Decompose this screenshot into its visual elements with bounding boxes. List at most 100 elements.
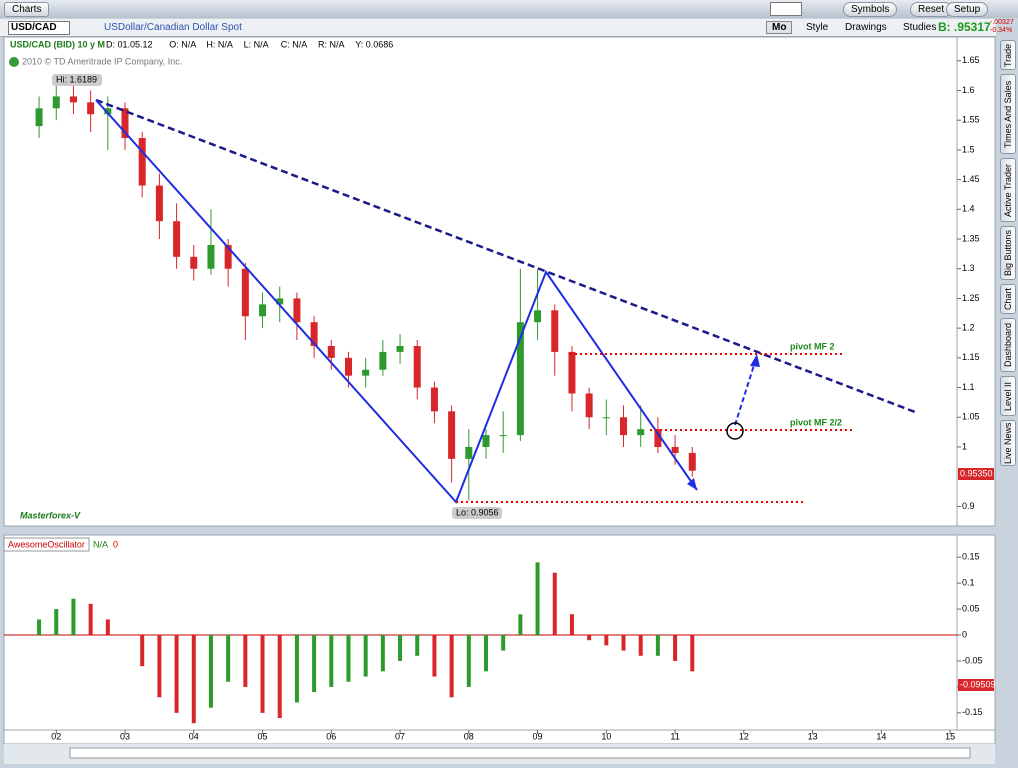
side-tab[interactable]: Active Trader — [1000, 158, 1016, 222]
oscillator-bar — [105, 619, 110, 636]
oscillator-bar — [191, 635, 196, 724]
candle-body — [551, 310, 559, 352]
period-button[interactable]: Mo — [766, 21, 793, 34]
osc-param: 0 — [113, 539, 118, 549]
header-field: O: N/A — [169, 39, 196, 49]
osc-tag-text: -0.09509 — [960, 679, 996, 689]
side-tab[interactable]: Level II — [1000, 376, 1016, 416]
osc-name: AwesomeOscillator — [8, 539, 85, 549]
oscillator-bar — [518, 614, 523, 636]
oscillator-bar — [174, 635, 179, 713]
x-tick-label: 09 — [533, 731, 543, 741]
drawings-menu[interactable]: Drawings — [845, 22, 887, 33]
charts-tab[interactable]: Charts — [4, 2, 50, 17]
header-field: L: N/A — [244, 39, 269, 49]
oscillator-bar — [37, 619, 42, 636]
x-tick-label: 11 — [670, 731, 679, 741]
candle-body — [448, 411, 456, 459]
search-box[interactable] — [770, 2, 802, 16]
symbol-input[interactable]: USD/CAD — [8, 21, 70, 35]
header-field: H: N/A — [206, 39, 233, 49]
oscillator-bar — [88, 603, 93, 636]
style-menu[interactable]: Style — [806, 22, 829, 33]
candle-body — [499, 435, 507, 437]
osc-tag — [958, 679, 994, 691]
side-tab[interactable]: Live News — [1000, 420, 1016, 466]
candle-body — [138, 138, 146, 186]
x-tick-label: 03 — [120, 731, 130, 741]
header-field: R: N/A — [318, 39, 345, 49]
change-pct: -0.34% — [990, 27, 1013, 34]
y-tick-label: 1.6 — [962, 85, 975, 95]
oscillator-bar — [690, 635, 695, 672]
y-tick-label: 1.3 — [962, 263, 975, 273]
symbols-button[interactable]: Symbols — [843, 2, 898, 17]
change: -.00327 — [990, 19, 1014, 26]
oscillator-bar — [363, 635, 368, 677]
candle-body — [688, 452, 696, 471]
studies-menu[interactable]: Studies — [903, 22, 937, 33]
header-field: C: N/A — [281, 39, 308, 49]
bid-price: B: .95317 — [938, 20, 991, 34]
candle-body — [52, 96, 60, 109]
side-tab[interactable]: Times And Sales — [1000, 74, 1016, 154]
copyright: 2010 © TD Ameritrade IP Company, Inc. — [22, 56, 182, 66]
y-tick-label: 1.5 — [962, 144, 975, 154]
oscillator-bar — [449, 635, 454, 698]
side-tab[interactable]: Trade — [1000, 40, 1016, 70]
osc-name-box — [3, 537, 90, 552]
candle-body — [224, 244, 232, 269]
oscillator-bar — [226, 635, 231, 682]
side-tab[interactable]: Chart — [1000, 284, 1016, 314]
x-tick-label: 06 — [326, 731, 336, 741]
lo-box — [452, 507, 502, 519]
drawings: Hi: 1.6189 Lo: 0.9056 pivot MF 2 pivot M… — [20, 74, 996, 691]
y-tick-label: 1.2 — [962, 323, 975, 333]
price-tag-text: 0.95350 — [960, 468, 993, 478]
candle-body — [69, 96, 77, 103]
candle-body — [482, 435, 490, 447]
hi-label: Hi: 1.6189 — [56, 74, 97, 84]
candle-body — [534, 310, 542, 323]
oscillator-bar — [587, 635, 592, 641]
price-tag — [958, 468, 994, 480]
oscillator-bar — [655, 635, 660, 656]
oscillator-bar — [604, 635, 609, 646]
arrow-head — [750, 354, 760, 367]
y-tick-label: 1.25 — [962, 293, 980, 303]
candle-body — [465, 446, 473, 459]
trend-line — [95, 98, 916, 414]
arrow-head — [687, 478, 697, 490]
candle-body — [637, 429, 645, 436]
header-field: Y: 0.0686 — [355, 39, 393, 49]
oscillator-bar — [673, 635, 678, 661]
y-tick-label: -0.05 — [962, 655, 983, 665]
instrument: USD/CAD (BID) 10 y M — [10, 39, 105, 49]
time-axis — [3, 729, 996, 745]
y-tick-label: 0 — [962, 629, 967, 639]
top-bar — [0, 0, 1018, 18]
header-field: D: 01.05.12 — [106, 39, 153, 49]
marker-circle — [726, 422, 744, 440]
scrollbar[interactable] — [69, 747, 971, 759]
side-tab[interactable]: Big Buttons — [1000, 226, 1016, 280]
hi-box — [52, 74, 102, 86]
oscillator-bar — [277, 635, 282, 719]
setup-button[interactable]: Setup — [946, 2, 989, 17]
candle-body — [310, 322, 318, 346]
oscillator-bar — [54, 609, 59, 636]
oscillator-bar — [484, 635, 489, 672]
y-tick-label: -0.15 — [962, 707, 983, 717]
candle-body — [276, 298, 284, 305]
candle-body — [155, 185, 163, 222]
reset-button[interactable]: Reset — [910, 2, 953, 17]
oscillator-bar — [415, 635, 420, 656]
y-tick-label: 1.35 — [962, 233, 980, 243]
candle-body — [207, 244, 215, 269]
candle-body — [379, 351, 387, 370]
y-tick-label: 1.4 — [962, 204, 975, 214]
x-tick-label: 15 — [945, 731, 955, 741]
oscillator-bar — [569, 614, 574, 636]
side-tab[interactable]: Dashboard — [1000, 318, 1016, 372]
x-tick-label: 02 — [51, 731, 61, 741]
